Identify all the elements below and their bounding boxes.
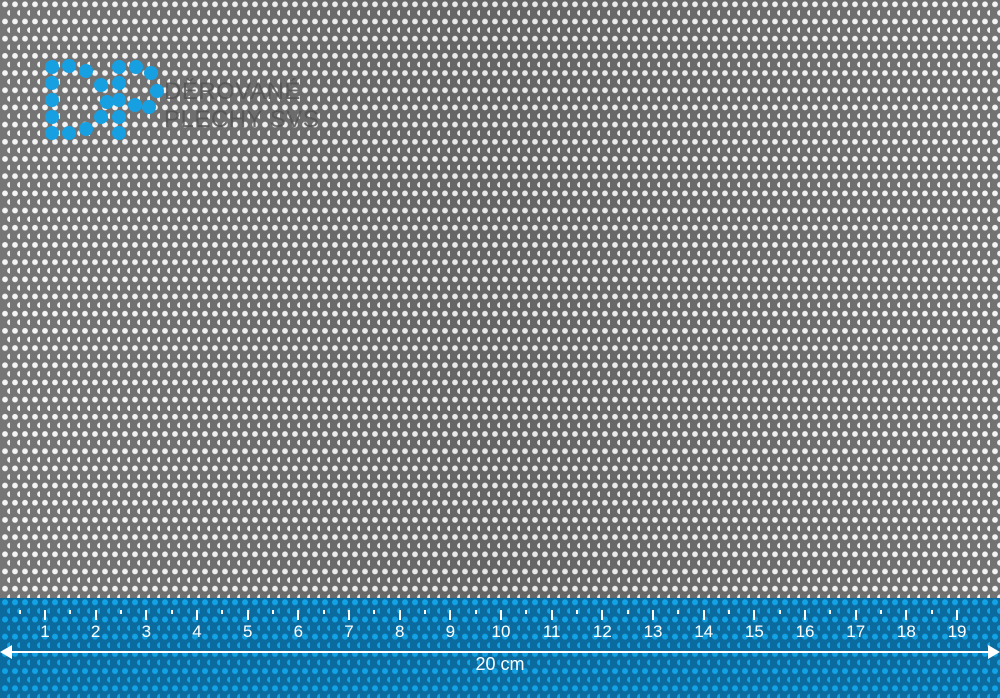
ruler-cm-tick (348, 610, 351, 620)
logo-dot (62, 126, 76, 140)
ruler-half-tick (424, 610, 427, 614)
ruler-half-tick (576, 610, 579, 614)
ruler-half-tick (728, 610, 731, 614)
ruler-cm-tick (550, 610, 553, 620)
ruler-half-tick (221, 610, 224, 614)
ruler-cm-tick (702, 610, 705, 620)
ruler-half-tick (322, 610, 325, 614)
ruler-half-tick (778, 610, 781, 614)
ruler-number: 5 (242, 622, 253, 641)
ruler-half-tick (69, 610, 72, 614)
logo-dot (45, 60, 59, 74)
ruler-half-tick (677, 610, 680, 614)
ruler-half-tick (18, 610, 21, 614)
ruler-cm-tick (804, 610, 807, 620)
logo-line-1: DĚROVANÉ (164, 78, 301, 105)
ruler-number: 16 (795, 622, 815, 641)
dp-monogram (42, 52, 164, 140)
ruler-number: 11 (542, 622, 561, 641)
logo-dot (45, 110, 59, 124)
measurement-ruler: 20 cm 1 2 3 4 5 6 7 8 9 10 11 12 13 14 15 16 17 18 19 (0, 598, 1000, 698)
ruler-cm-tick (601, 610, 604, 620)
ruler-number: 15 (744, 622, 764, 641)
ruler-number: 12 (592, 622, 612, 641)
length-label: 20 cm (475, 654, 525, 674)
arrow-left-icon (0, 645, 12, 659)
dimension-line (6, 651, 994, 653)
logo-dot (128, 98, 142, 112)
logo-dot (129, 60, 143, 74)
ruler-number: 17 (846, 622, 866, 641)
logo-text: DĚROVANÉ PLECHY SVS (164, 78, 319, 134)
ruler-cm-tick (44, 610, 46, 620)
logo-dot (112, 60, 126, 74)
logo-dot (94, 78, 108, 92)
ruler-half-tick (829, 610, 832, 614)
ruler-cm-tick (94, 610, 97, 620)
ruler-half-tick (880, 610, 883, 614)
ruler-half-tick (930, 610, 933, 614)
logo-dot (112, 93, 126, 107)
ruler-half-tick (120, 610, 122, 614)
ruler-half-tick (272, 610, 274, 614)
ruler-half-tick (170, 610, 173, 614)
ruler-number: 8 (394, 622, 405, 641)
ruler-number: 4 (192, 622, 202, 641)
ruler-cm-tick (956, 610, 959, 620)
logo-dot (112, 126, 126, 140)
logo-dot (94, 110, 108, 124)
logo-dot (112, 76, 126, 90)
ruler-cm-tick (905, 610, 908, 620)
arrow-right-icon (988, 645, 1000, 659)
ruler-number: 1 (40, 622, 50, 641)
ruler-cm-tick (500, 610, 503, 620)
ruler-cm-tick (196, 610, 198, 620)
ruler-number: 19 (947, 622, 967, 641)
ruler-half-tick (525, 610, 528, 614)
ruler-half-tick (626, 610, 629, 614)
logo-line-2: PLECHY SVS (164, 106, 320, 133)
logo-dot (79, 64, 93, 78)
logo-dot (100, 95, 114, 109)
logo-dot (62, 59, 76, 73)
logo-dot (45, 126, 59, 140)
ruler-cm-tick (652, 610, 655, 620)
ruler-cm-tick (449, 610, 452, 620)
ruler-cm-tick (398, 610, 401, 620)
ruler-half-tick (474, 610, 477, 614)
ruler-number: 14 (694, 622, 714, 641)
ruler-cm-tick (297, 610, 300, 620)
logo-dot (150, 84, 164, 98)
ruler-half-tick (373, 610, 376, 614)
ruler-cm-tick (246, 610, 249, 620)
logo-dot (112, 110, 126, 124)
logo-dot (45, 76, 59, 90)
ruler-number: 18 (896, 622, 916, 641)
ruler-number: 9 (445, 622, 456, 641)
ruler-number: 3 (141, 622, 152, 641)
ruler-number: 6 (293, 622, 304, 641)
logo-dot (79, 122, 93, 136)
logo-dot (45, 93, 59, 107)
logo-dot (142, 100, 156, 114)
logo-dot (144, 66, 158, 80)
ruler-cm-tick (753, 610, 756, 620)
ruler-number: 7 (344, 622, 354, 641)
ruler-number: 2 (90, 622, 101, 641)
ruler-number: 10 (491, 622, 511, 641)
ruler-number: 13 (643, 622, 663, 641)
ruler-cm-tick (145, 610, 148, 620)
ruler-cm-tick (854, 610, 857, 620)
